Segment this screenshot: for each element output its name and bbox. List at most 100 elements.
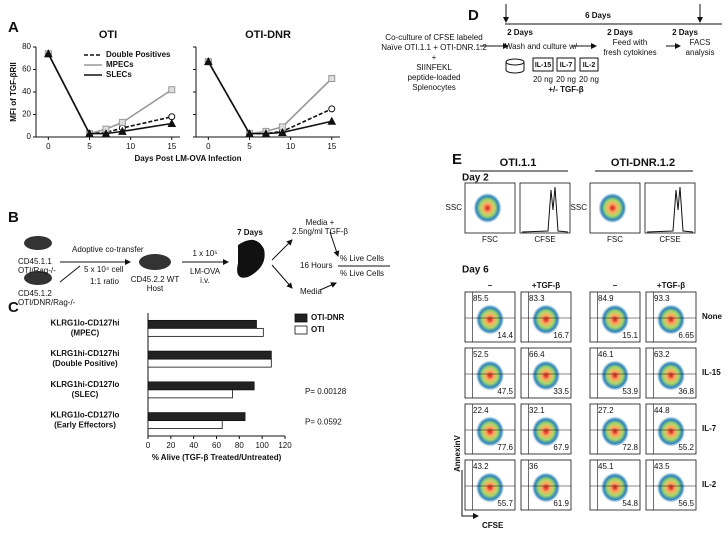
axis-label: FSC — [607, 235, 623, 244]
label: 20 ng — [533, 75, 553, 84]
point — [85, 129, 94, 138]
y-axis-label: MFI of TGF-βRII — [9, 62, 18, 122]
column-header: OTI.1.1 — [500, 157, 537, 169]
x-tick-label: 0 — [206, 142, 211, 151]
legend-label: OTI-DNR — [311, 313, 345, 322]
gate-percent: 16.7 — [553, 331, 569, 340]
x-tick-label: 20 — [166, 441, 175, 450]
y-tick-label: 80 — [22, 42, 31, 51]
gate-percent: 66.4 — [529, 350, 545, 359]
gate-percent: 72.8 — [622, 443, 638, 452]
density — [601, 472, 629, 503]
density — [657, 472, 685, 503]
chart-title: OTI — [99, 29, 117, 41]
label: +/- TGF-β — [548, 85, 583, 94]
gate-percent: 32.1 — [529, 406, 545, 415]
label: IL-15 — [535, 62, 551, 69]
label: + — [432, 53, 437, 62]
label: Naïve OTI.1.1 + OTI-DNR.1.2 — [381, 43, 487, 52]
bar — [147, 389, 233, 399]
legend-label: SLECs — [106, 70, 132, 79]
gate-percent: 77.6 — [497, 443, 513, 452]
density — [601, 304, 629, 335]
label: % Live Cells — [340, 254, 384, 263]
tube-icon — [532, 57, 554, 72]
panel-letter: D — [468, 7, 479, 24]
label: SIINFEKL — [416, 63, 452, 72]
point — [204, 57, 213, 66]
gate-percent: 43.5 — [654, 462, 670, 471]
category-label: KLRG1hi-CD127lo — [51, 380, 120, 389]
bar — [147, 412, 246, 422]
gate-percent: 55.2 — [678, 443, 694, 452]
label: CD45.1.1 — [18, 257, 52, 266]
x-tick-label: 10 — [126, 142, 135, 151]
panel-d: 6 Days 2 Days 2 Days 2 Days Co-culture o… — [381, 4, 722, 94]
axis-label: AnnexinV — [453, 434, 462, 472]
row-label: None — [702, 312, 723, 321]
label: Splenocytes — [412, 83, 456, 92]
point — [328, 75, 336, 82]
category-label: KLRG1lo-CD127hi — [51, 318, 120, 327]
gate-percent: 85.5 — [473, 294, 489, 303]
point — [327, 116, 337, 125]
annotation: P= 0.0592 — [305, 418, 342, 427]
gate-percent: 36 — [529, 462, 538, 471]
point — [261, 129, 271, 138]
gate-percent: 33.5 — [553, 387, 569, 396]
y-tick-label: 0 — [27, 132, 32, 141]
label: Co-culture of CFSE labeled — [385, 33, 482, 42]
histogram — [646, 186, 694, 233]
y-tick-label: 20 — [22, 110, 31, 119]
bar — [147, 327, 264, 337]
point — [118, 126, 127, 135]
x-tick-label: 5 — [87, 142, 92, 151]
label: 1:1 ratio — [90, 277, 119, 286]
category-label: (MPEC) — [71, 328, 100, 337]
label: 2.5ng/ml TGF-β — [292, 227, 348, 236]
gate-percent: 6.65 — [678, 331, 694, 340]
x-axis-label: Days Post LM-OVA Infection — [134, 154, 241, 163]
axis-label: SSC — [446, 203, 463, 212]
x-tick-label: 0 — [46, 142, 51, 151]
x-tick-label: 15 — [167, 142, 176, 151]
label: 5 x 10⁴ cell — [84, 265, 124, 274]
label: i.v. — [200, 276, 210, 285]
x-tick-label: 80 — [235, 441, 244, 450]
density — [601, 360, 629, 391]
panel-e: OTI.1.1 OTI-DNR.1.2 Day 2 Day 6 – +TGF-β… — [453, 157, 693, 530]
x-tick-label: 60 — [212, 441, 221, 450]
day-label: Day 6 — [462, 265, 489, 276]
label: IL-7 — [560, 62, 573, 69]
density — [473, 193, 502, 223]
gate-percent: 22.4 — [473, 406, 489, 415]
point — [101, 129, 111, 138]
spleen-icon — [237, 239, 265, 278]
x-tick-label: 10 — [286, 142, 295, 151]
arrow — [329, 231, 340, 257]
tube-icon — [579, 57, 599, 72]
row-label: IL-2 — [702, 480, 717, 489]
panel-letter: B — [8, 209, 19, 226]
label: LM-OVA — [190, 267, 221, 276]
arrow — [59, 265, 81, 283]
panel-b: CD45.1.1 OTI/Rag-/- CD45.1.2 OTI/DNR/Rag… — [18, 218, 390, 307]
histogram — [521, 186, 569, 233]
column-header: +TGF-β — [657, 281, 685, 290]
label: 20 ng — [579, 75, 599, 84]
label: % Live Cells — [340, 269, 384, 278]
category-label: (SLEC) — [72, 390, 99, 399]
column-header: OTI-DNR.1.2 — [611, 157, 675, 169]
gate-percent: 63.2 — [654, 350, 670, 359]
label: 20 ng — [556, 75, 576, 84]
mouse-icon — [24, 271, 52, 285]
panel-letter: E — [452, 151, 462, 168]
legend-label: MPECs — [106, 60, 134, 69]
axis-arrow — [461, 470, 479, 519]
label: CD45.2.2 WT — [131, 275, 180, 284]
density — [476, 416, 504, 447]
label: 2 Days — [507, 28, 533, 37]
density — [476, 472, 504, 503]
x-tick-label: 0 — [146, 441, 151, 450]
label: OTI/DNR/Rag-/- — [18, 298, 76, 307]
